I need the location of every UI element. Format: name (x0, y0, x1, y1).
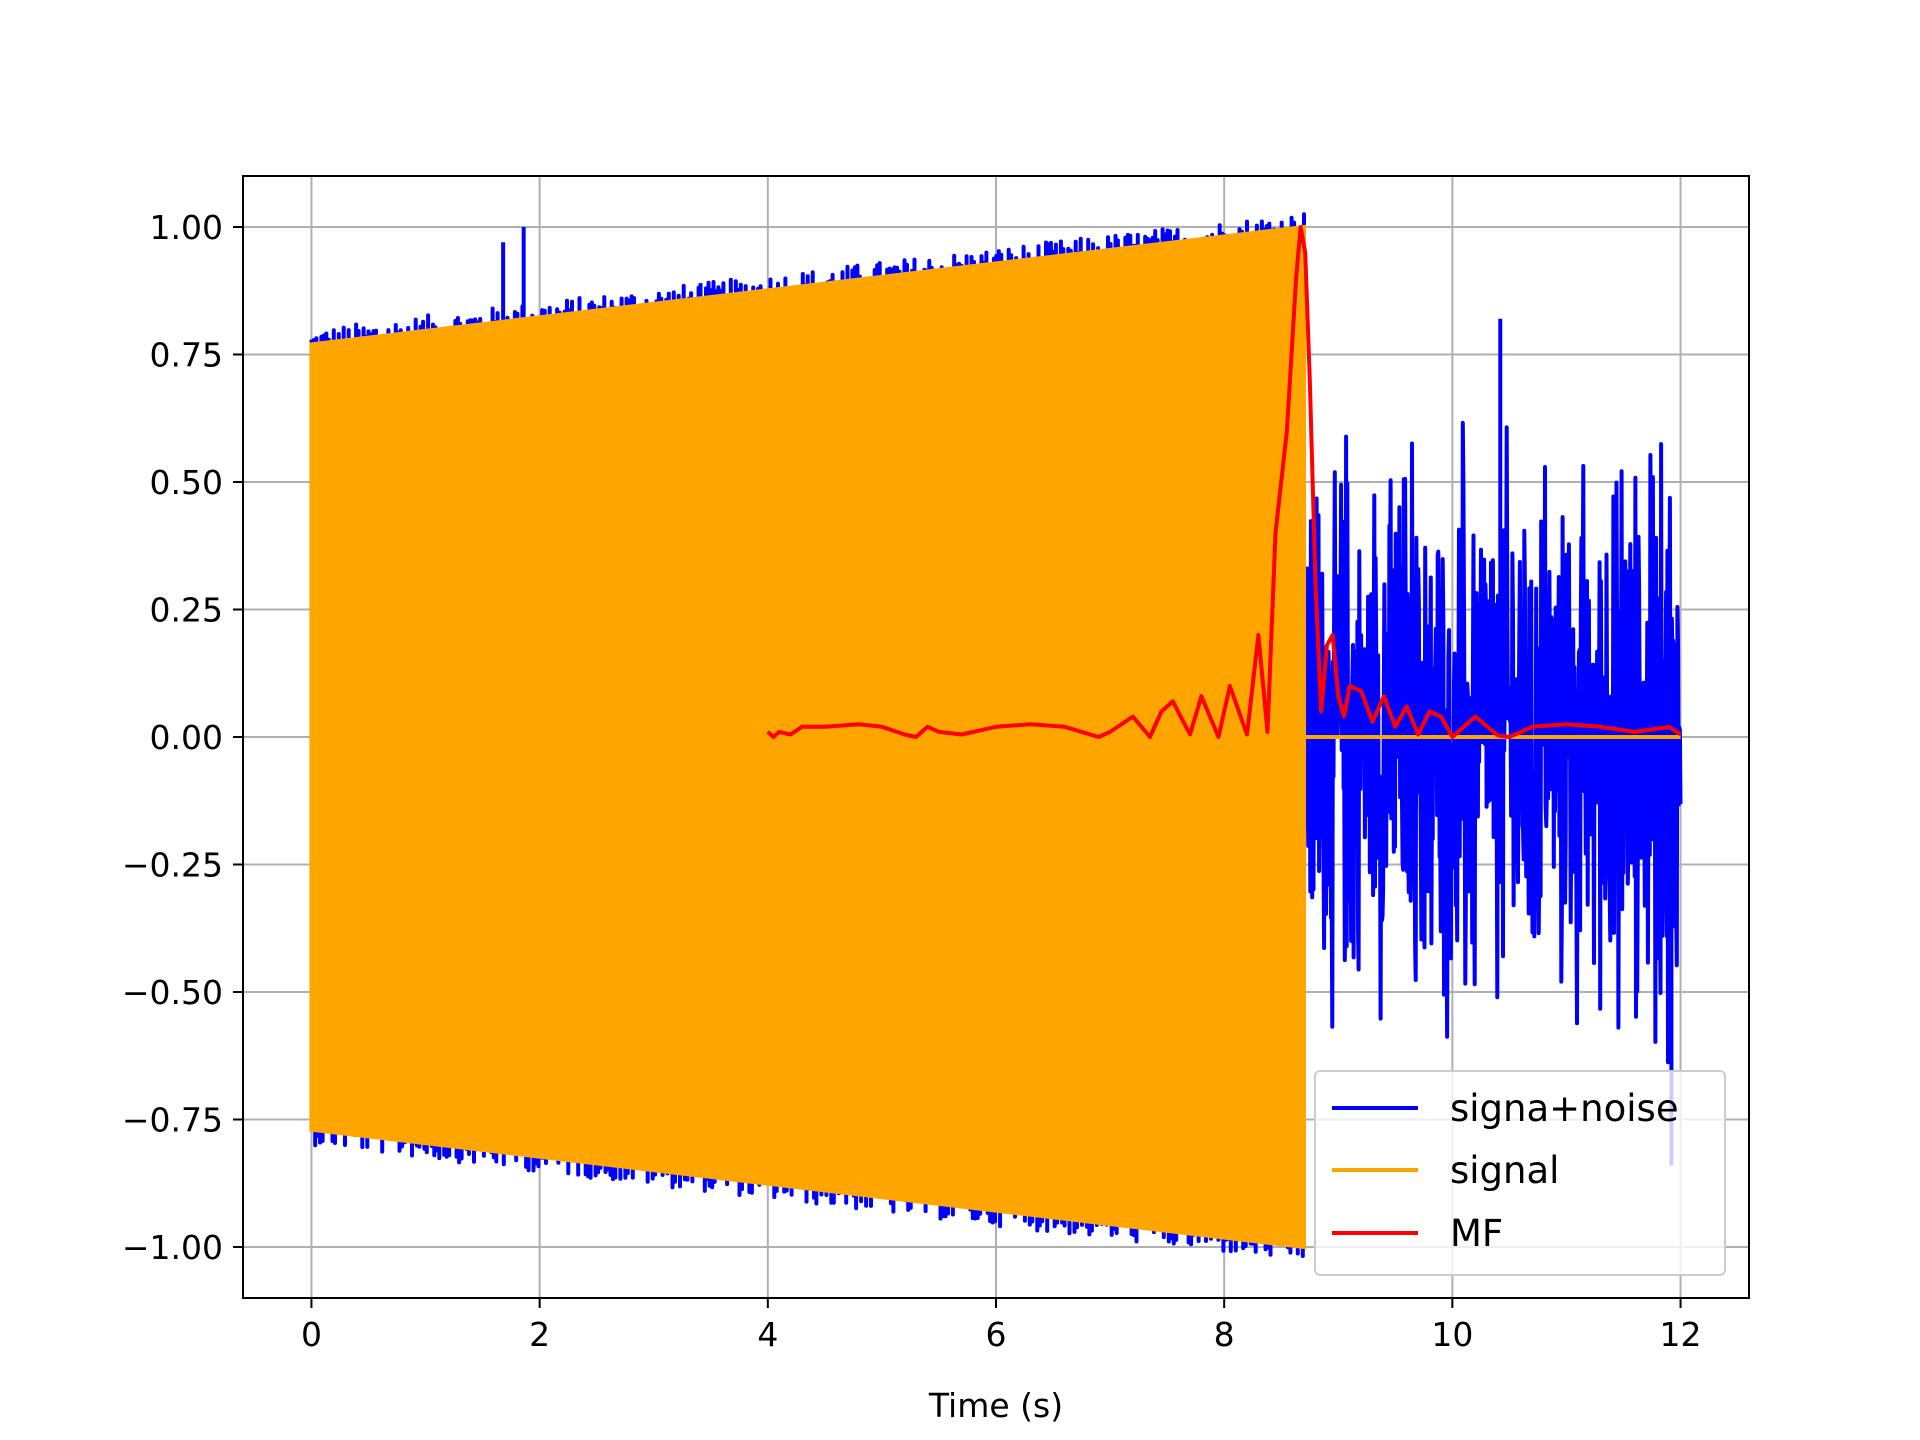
y-tick-label: 0.00 (150, 718, 223, 757)
series-layer (309, 212, 1683, 1258)
series-mf-line (766, 225, 1682, 739)
x-axis-label: Time (s) (928, 1386, 1063, 1425)
y-tick-label: −0.75 (122, 1101, 223, 1140)
y-tick-label: −1.00 (122, 1228, 223, 1267)
x-tick-label: 0 (301, 1315, 322, 1354)
x-tick-label: 2 (529, 1315, 550, 1354)
y-axis: 1.00 0.75 0.50 0.25 0.00 −0.25 −0.50 −0.75 −1.00 (122, 208, 243, 1267)
series-signal-line (310, 226, 1306, 1247)
x-axis: 0 2 4 6 8 10 12 (301, 1298, 1702, 1354)
legend-label-mf: MF (1450, 1212, 1503, 1255)
legend-box (1314, 1070, 1726, 1276)
y-tick-label: −0.50 (122, 973, 223, 1012)
y-tick-label: 0.50 (150, 463, 223, 502)
y-tick-label: 0.75 (150, 336, 223, 375)
x-tick-label: 4 (757, 1315, 778, 1354)
x-tick-label: 8 (1214, 1315, 1235, 1354)
y-tick-label: 1.00 (150, 208, 223, 247)
y-tick-label: −0.25 (122, 846, 223, 885)
legend-label-signal: signal (1450, 1149, 1559, 1192)
x-tick-label: 12 (1660, 1315, 1702, 1354)
legend-label-signal-noise: signa+noise (1450, 1087, 1679, 1130)
x-tick-label: 6 (986, 1315, 1007, 1354)
legend: signa+noise signal MF (1314, 1070, 1726, 1276)
y-tick-label: 0.25 (150, 591, 223, 630)
x-tick-label: 10 (1431, 1315, 1473, 1354)
